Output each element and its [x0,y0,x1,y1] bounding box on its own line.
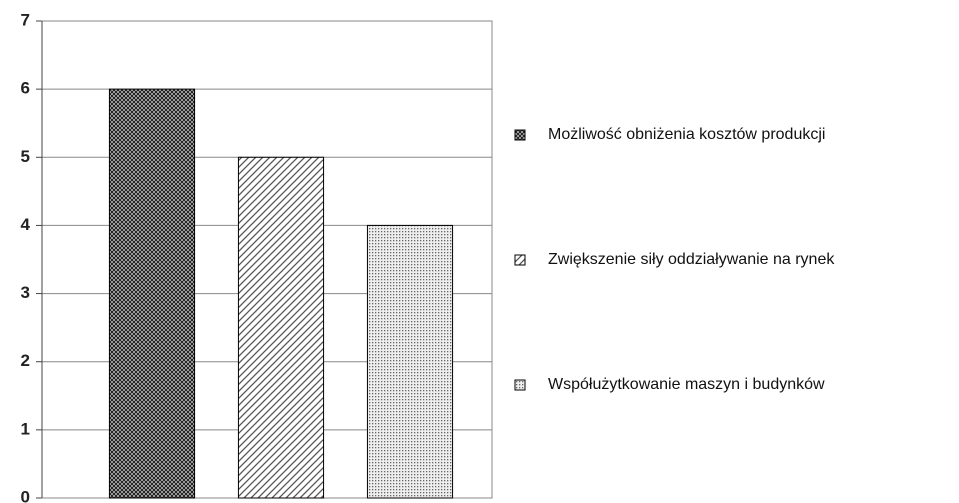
y-tick-label: 7 [21,10,30,29]
y-tick-label: 0 [21,487,30,503]
y-tick-label: 3 [21,283,30,302]
y-tick-label: 5 [21,147,30,166]
legend-swatch [514,254,526,266]
y-tick-label: 6 [21,79,30,98]
y-tick-label: 2 [21,351,30,370]
legend-label: Zwiększenie siły oddziaływanie na rynek [548,251,835,268]
legend-swatch [514,379,526,391]
bar [366,224,454,499]
bar [108,88,196,499]
bar [237,156,325,499]
y-tick-label: 1 [21,419,30,438]
legend-swatch [514,129,526,141]
y-tick-label: 4 [21,215,31,234]
legend-label: Możliwość obniżenia kosztów produkcji [548,126,825,143]
legend-label: Współużytkowanie maszyn i budynków [548,376,825,393]
